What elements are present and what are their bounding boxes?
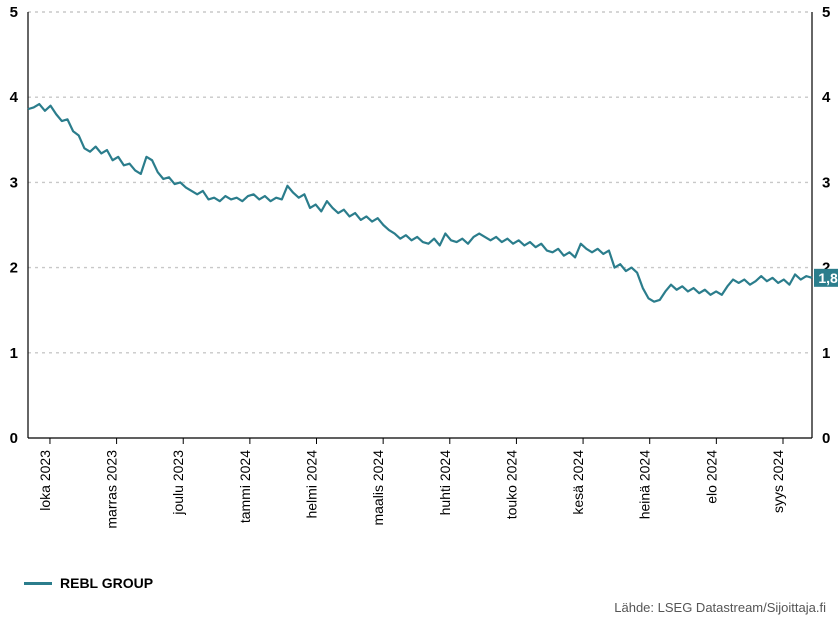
- svg-text:0: 0: [822, 430, 830, 447]
- svg-text:0: 0: [10, 430, 18, 447]
- svg-text:helmi 2024: helmi 2024: [304, 450, 320, 519]
- svg-text:heinä 2024: heinä 2024: [637, 450, 653, 520]
- svg-text:1: 1: [822, 345, 830, 362]
- svg-text:huhti 2024: huhti 2024: [437, 450, 453, 516]
- chart-container: 001122334455loka 2023marras 2023joulu 20…: [0, 0, 838, 619]
- svg-text:kesä 2024: kesä 2024: [570, 450, 586, 515]
- svg-text:syys 2024: syys 2024: [770, 450, 786, 513]
- svg-text:5: 5: [822, 4, 830, 21]
- svg-text:maalis 2024: maalis 2024: [370, 450, 386, 526]
- svg-text:loka 2023: loka 2023: [37, 450, 53, 511]
- svg-text:tammi 2024: tammi 2024: [237, 450, 253, 523]
- svg-text:3: 3: [10, 174, 18, 191]
- legend-swatch: [24, 582, 52, 585]
- svg-text:1: 1: [10, 345, 18, 362]
- svg-text:5: 5: [10, 4, 18, 21]
- svg-text:4: 4: [822, 89, 831, 106]
- svg-text:3: 3: [822, 174, 830, 191]
- svg-text:elo 2024: elo 2024: [703, 450, 719, 504]
- legend: REBL GROUP: [24, 575, 153, 591]
- svg-text:touko 2024: touko 2024: [503, 450, 519, 519]
- svg-text:marras 2023: marras 2023: [104, 450, 120, 529]
- line-chart: 001122334455loka 2023marras 2023joulu 20…: [0, 0, 838, 560]
- svg-text:2: 2: [10, 260, 18, 277]
- source-text: Lähde: LSEG Datastream/Sijoittaja.fi: [614, 600, 826, 615]
- svg-text:1,88: 1,88: [818, 270, 838, 286]
- legend-label: REBL GROUP: [60, 575, 153, 591]
- svg-text:joulu 2023: joulu 2023: [170, 450, 186, 516]
- svg-text:4: 4: [10, 89, 19, 106]
